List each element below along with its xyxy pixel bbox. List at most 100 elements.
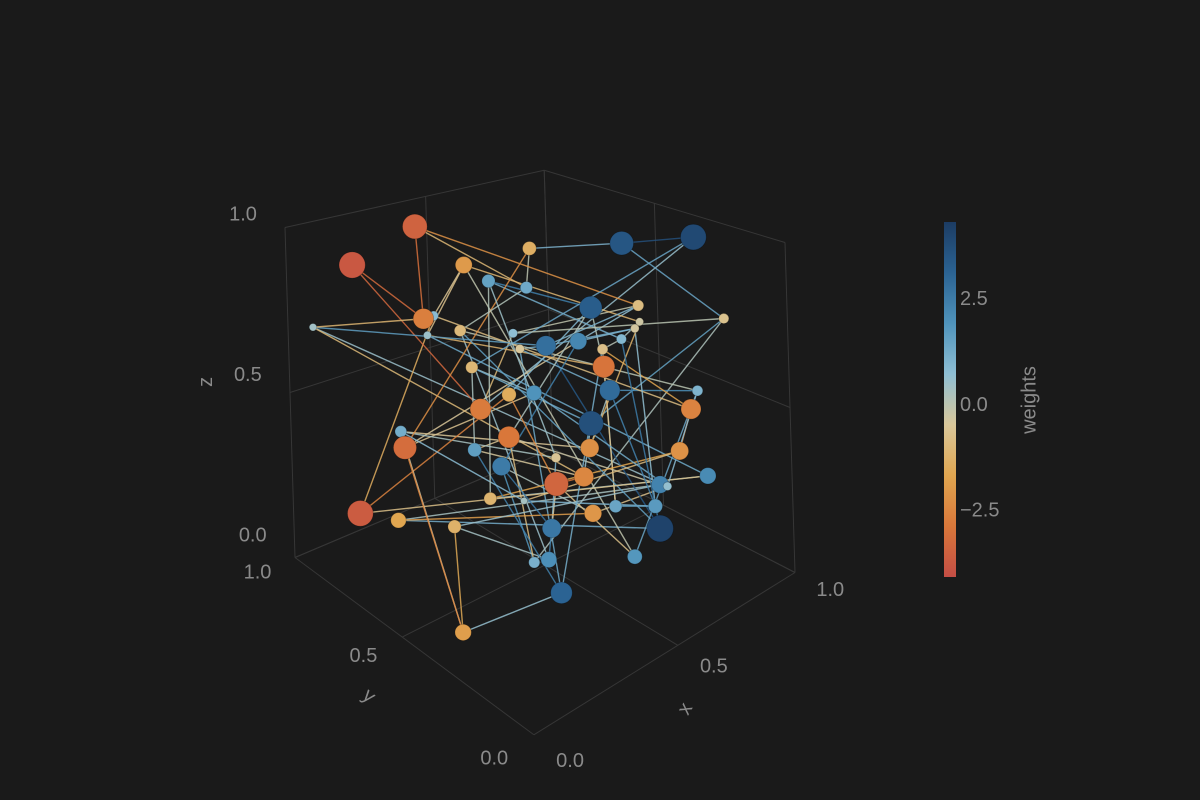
node (646, 514, 674, 543)
grid-line (289, 308, 549, 393)
grid-line (548, 308, 791, 408)
node (540, 551, 558, 568)
node (535, 335, 557, 357)
node (609, 230, 634, 256)
edge (577, 304, 639, 342)
node (592, 355, 616, 379)
node (525, 384, 543, 402)
edge (529, 242, 622, 250)
edge (508, 394, 557, 485)
node (632, 299, 645, 312)
node (578, 295, 603, 320)
edge (487, 281, 492, 499)
node (483, 491, 498, 506)
edge (351, 264, 482, 410)
edge (487, 280, 557, 458)
edge (398, 483, 661, 522)
node (662, 481, 673, 491)
edge (454, 526, 550, 561)
node (447, 519, 462, 534)
edge (500, 340, 579, 467)
edge (621, 242, 725, 320)
x-tick-label: 0.0 (556, 750, 584, 772)
z-tick-label: 1.0 (229, 204, 257, 226)
node (520, 496, 528, 505)
z-tick-label: 0.5 (234, 364, 262, 386)
edge (359, 315, 435, 514)
grid-line (284, 169, 545, 228)
grid-line (552, 448, 796, 573)
node (522, 241, 537, 256)
node (402, 213, 428, 240)
node (412, 308, 435, 330)
node (680, 223, 707, 251)
colorbar-tick-label: 2.5 (960, 288, 988, 310)
node (583, 504, 603, 523)
edge (414, 225, 527, 289)
colorbar-tick-label: −2.5 (960, 499, 999, 521)
node (454, 256, 473, 274)
edge (609, 390, 657, 507)
node (580, 438, 600, 458)
colorbar-tick-label: 0.0 (960, 394, 988, 416)
edge (519, 348, 563, 593)
node (497, 425, 521, 449)
edge (474, 449, 585, 478)
node (528, 556, 541, 569)
edge (545, 304, 639, 347)
node (541, 518, 562, 539)
grid-line (533, 572, 796, 736)
edge (602, 348, 692, 410)
edge (312, 318, 424, 328)
node (501, 387, 517, 403)
node (394, 425, 408, 438)
edge (459, 329, 698, 392)
colorbar-label: weights (1018, 366, 1040, 435)
edge (426, 264, 465, 336)
edge (480, 236, 694, 410)
grid-line (294, 557, 535, 736)
y-tick-label: 0.5 (350, 645, 378, 667)
axis-labels: 0.0 0.5 1.0 0.0 0.5 1.0 0.0 0.5 1.0 x y z −2.5 0.0 2.5… (195, 204, 1040, 772)
edge (545, 327, 635, 347)
edge (459, 287, 527, 332)
edge (400, 430, 525, 502)
edge (351, 264, 424, 320)
z-tick-label: 0.0 (239, 525, 267, 547)
node (465, 360, 479, 374)
edge (523, 500, 656, 507)
edge (545, 345, 661, 529)
node (347, 500, 374, 527)
node (491, 456, 512, 476)
edge (488, 280, 622, 340)
y-axis-label: y (358, 684, 380, 707)
edge (414, 225, 639, 307)
x-axis-label: x (673, 699, 697, 719)
edge (474, 449, 563, 594)
node (630, 323, 640, 334)
edge (508, 436, 661, 486)
node (308, 323, 318, 332)
edge (634, 390, 699, 557)
node (573, 466, 595, 488)
edge (459, 330, 661, 530)
edge (414, 226, 425, 319)
node (390, 512, 407, 529)
x-tick-label: 0.5 (700, 655, 728, 677)
edge (404, 447, 464, 633)
edge (427, 334, 709, 477)
node (635, 317, 645, 327)
edge (533, 392, 668, 487)
edge (462, 592, 562, 634)
node (718, 313, 730, 324)
edge (519, 348, 611, 391)
edge (404, 340, 579, 449)
node (680, 398, 702, 420)
grid-line (544, 169, 786, 243)
node (699, 467, 717, 485)
node (469, 398, 492, 421)
edge (463, 264, 636, 558)
node (454, 623, 472, 641)
